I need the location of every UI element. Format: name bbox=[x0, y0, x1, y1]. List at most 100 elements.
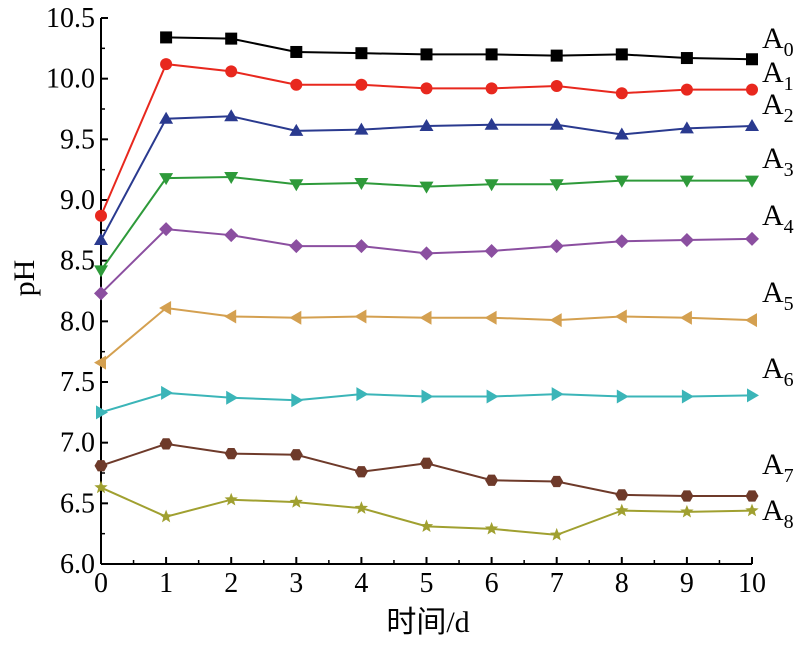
series-line bbox=[100, 442, 752, 498]
y-tick-label: 8.5 bbox=[60, 246, 95, 277]
data-point bbox=[290, 45, 303, 58]
series-label-subscript: 7 bbox=[784, 465, 794, 487]
series-A1 bbox=[95, 58, 758, 222]
series-group bbox=[94, 31, 759, 541]
data-point bbox=[484, 521, 499, 535]
data-point bbox=[419, 246, 434, 261]
data-point bbox=[159, 300, 172, 315]
data-point bbox=[681, 389, 694, 404]
series-label-letter: A bbox=[762, 88, 784, 121]
series-label-subscript: 0 bbox=[784, 39, 794, 61]
series-label-A5: A5 bbox=[762, 276, 794, 315]
data-point bbox=[549, 179, 564, 192]
x-axis-label: 时间/d bbox=[386, 606, 469, 639]
data-point bbox=[549, 313, 562, 328]
x-tick-label: 9 bbox=[680, 568, 694, 599]
data-point bbox=[549, 117, 564, 130]
x-tick-label: 6 bbox=[485, 568, 499, 599]
series-label-letter: A bbox=[762, 199, 784, 232]
data-point bbox=[289, 123, 304, 136]
series-line bbox=[100, 228, 753, 295]
data-point bbox=[356, 387, 369, 402]
data-point bbox=[289, 179, 304, 192]
data-point bbox=[224, 309, 237, 324]
data-point bbox=[224, 492, 238, 506]
series-label-subscript: 6 bbox=[784, 369, 794, 391]
data-point bbox=[484, 243, 499, 258]
data-point bbox=[485, 48, 498, 61]
data-point bbox=[747, 388, 759, 403]
y-tick-label: 9.5 bbox=[60, 124, 95, 155]
data-point bbox=[94, 286, 108, 301]
data-point bbox=[94, 460, 108, 472]
y-tick-label: 6.0 bbox=[60, 549, 95, 580]
series-label-letter: A bbox=[762, 448, 784, 481]
data-point bbox=[419, 519, 434, 533]
data-point bbox=[94, 480, 108, 494]
x-tick-label: 2 bbox=[224, 568, 238, 599]
series-label-A6: A6 bbox=[762, 352, 794, 391]
data-point bbox=[745, 118, 759, 131]
x-tick-label: 5 bbox=[420, 568, 434, 599]
data-point bbox=[680, 504, 694, 518]
data-point bbox=[354, 239, 369, 254]
data-point bbox=[419, 181, 434, 194]
series-label-subscript: 8 bbox=[784, 511, 794, 533]
data-point bbox=[485, 474, 499, 486]
data-point bbox=[160, 31, 173, 44]
series-label-A2: A2 bbox=[762, 88, 794, 127]
data-point bbox=[224, 109, 239, 122]
series-label-letter: A bbox=[762, 22, 784, 55]
data-point bbox=[550, 49, 563, 62]
data-point bbox=[225, 32, 238, 45]
data-point bbox=[615, 87, 628, 100]
data-point bbox=[551, 387, 564, 402]
data-point bbox=[615, 48, 628, 61]
data-point bbox=[614, 234, 629, 249]
data-point bbox=[289, 449, 303, 461]
data-point bbox=[550, 475, 564, 488]
data-point bbox=[159, 111, 174, 124]
data-point bbox=[420, 457, 433, 469]
series-label-subscript: 5 bbox=[784, 293, 794, 315]
x-tick-label: 3 bbox=[289, 568, 303, 599]
data-point bbox=[225, 65, 238, 78]
data-point bbox=[160, 58, 173, 71]
data-point bbox=[550, 79, 563, 92]
series-label-A7: A7 bbox=[762, 448, 794, 487]
data-point bbox=[745, 313, 757, 328]
data-point bbox=[159, 438, 173, 450]
data-point bbox=[94, 265, 108, 278]
data-point bbox=[224, 171, 239, 184]
data-point bbox=[615, 503, 629, 517]
series-A7 bbox=[94, 438, 759, 502]
data-point bbox=[290, 78, 303, 91]
data-point bbox=[419, 310, 432, 325]
series-label-A8: A8 bbox=[762, 494, 794, 533]
x-tick-label: 7 bbox=[550, 568, 564, 599]
series-label-subscript: 2 bbox=[784, 105, 794, 127]
y-tick-label: 8.0 bbox=[60, 306, 95, 337]
series-label-subscript: 3 bbox=[784, 159, 794, 181]
y-tick-label: 6.5 bbox=[60, 488, 95, 519]
data-point bbox=[354, 309, 367, 324]
data-point bbox=[159, 509, 173, 523]
data-point bbox=[355, 47, 368, 60]
data-point bbox=[679, 233, 694, 248]
data-point bbox=[421, 389, 434, 404]
data-point bbox=[420, 48, 433, 61]
data-point bbox=[614, 127, 629, 140]
series-label-letter: A bbox=[762, 142, 784, 175]
series-label-subscript: 1 bbox=[784, 73, 794, 95]
data-point bbox=[745, 490, 759, 502]
data-point bbox=[745, 503, 759, 517]
data-point bbox=[420, 82, 433, 95]
y-axis-label: pH bbox=[8, 260, 41, 297]
data-point bbox=[355, 78, 368, 91]
series-line bbox=[166, 36, 753, 61]
data-point bbox=[680, 52, 693, 65]
series-A6 bbox=[96, 385, 759, 420]
data-point bbox=[745, 175, 759, 188]
series-label-A4: A4 bbox=[762, 199, 794, 238]
